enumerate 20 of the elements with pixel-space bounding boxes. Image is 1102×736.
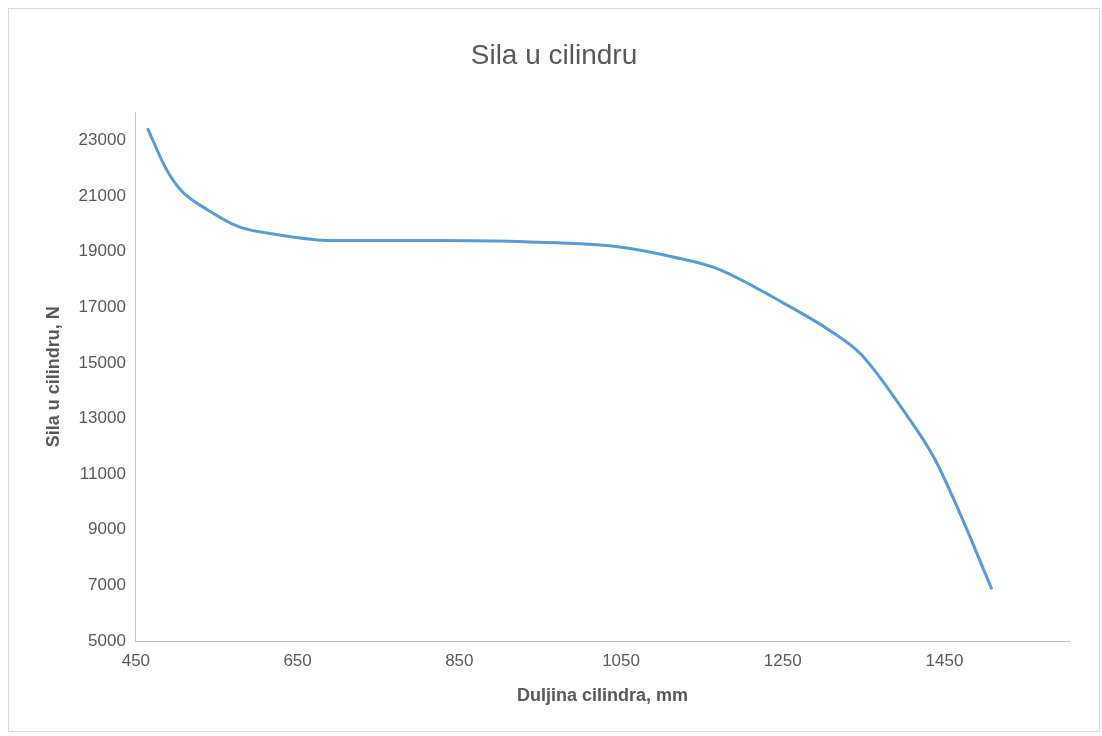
y-tick-label: 13000 — [78, 408, 126, 428]
y-tick-label: 23000 — [78, 130, 126, 150]
y-tick-label: 17000 — [78, 296, 126, 316]
x-tick-label: 1050 — [602, 650, 640, 670]
y-tick-label: 15000 — [78, 352, 126, 372]
chart-title: Sila u cilindru — [470, 38, 638, 70]
x-tick-label: 1450 — [925, 650, 964, 670]
x-tick-label: 650 — [283, 650, 312, 670]
y-tick-label: 21000 — [78, 185, 126, 205]
y-tick-label: 5000 — [88, 630, 126, 650]
y-tick-label: 7000 — [88, 575, 126, 595]
y-tick-label: 11000 — [79, 463, 126, 483]
x-axis-title: Duljina cilindra, mm — [516, 685, 688, 706]
y-tick-label: 9000 — [88, 519, 126, 539]
y-axis-title: Sila u cilindru, N — [42, 306, 63, 448]
x-tick-label: 850 — [445, 650, 474, 670]
line-series — [146, 127, 993, 590]
x-tick-label: 1250 — [763, 650, 802, 670]
y-tick-label: 19000 — [78, 241, 126, 261]
x-tick-label: 450 — [121, 650, 151, 670]
